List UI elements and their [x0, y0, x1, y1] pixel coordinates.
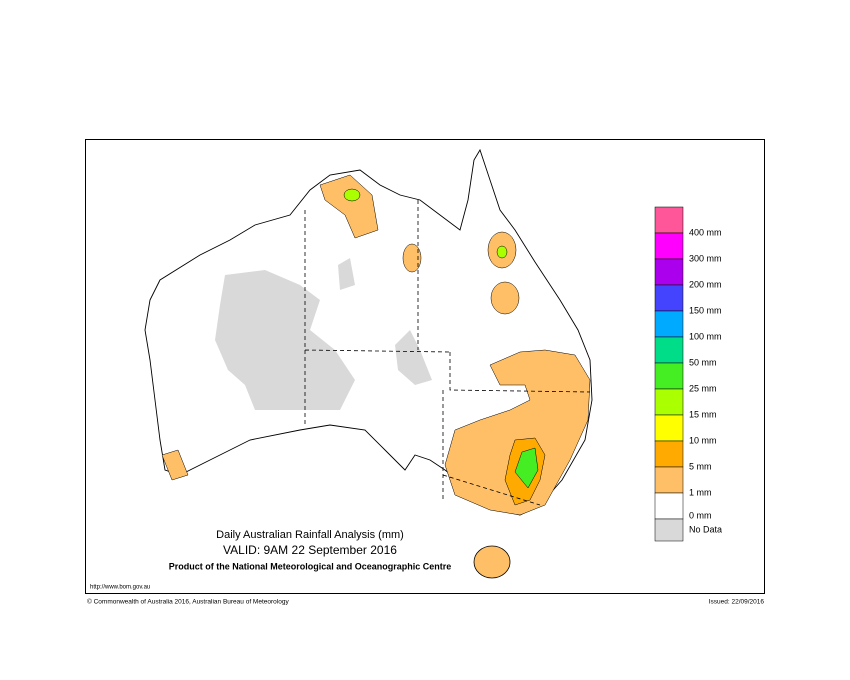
tasmania — [473, 545, 511, 579]
legend-swatch — [654, 466, 684, 494]
legend-label: 0 mm — [689, 510, 712, 520]
legend-label: 300 mm — [689, 253, 722, 263]
map-title: Daily Australian Rainfall Analysis (mm) — [216, 529, 404, 541]
legend-label: 1 mm — [689, 487, 712, 497]
rain-area — [514, 447, 539, 489]
legend-swatch — [654, 440, 684, 468]
legend-label: 150 mm — [689, 305, 722, 315]
rain-area — [161, 449, 189, 481]
legend-swatch — [654, 258, 684, 286]
valid-time: VALID: 9AM 22 September 2016 — [223, 543, 397, 557]
issued-date: Issued: 22/09/2016 — [709, 599, 765, 606]
legend-label: 25 mm — [689, 383, 717, 393]
no-data-area — [395, 330, 432, 385]
legend-label: 100 mm — [689, 331, 722, 341]
product-note: Product of the National Meteorological a… — [169, 561, 452, 571]
rain-area — [496, 245, 508, 259]
no-data-area — [215, 270, 355, 410]
legend-swatch — [654, 310, 684, 338]
legend-label: 200 mm — [689, 279, 722, 289]
legend-label: 15 mm — [689, 409, 717, 419]
legend-swatch — [654, 492, 684, 520]
legend-swatch — [654, 232, 684, 260]
rain-area — [490, 281, 520, 315]
legend-label: 10 mm — [689, 435, 717, 445]
rain-area — [402, 243, 422, 273]
legend-swatch — [654, 284, 684, 312]
legend-label: No Data — [689, 524, 722, 534]
legend-swatch — [654, 336, 684, 364]
map-frame — [85, 139, 765, 594]
legend-swatch — [654, 414, 684, 442]
legend-label: 50 mm — [689, 357, 717, 367]
legend-label: 5 mm — [689, 461, 712, 471]
url: http://www.bom.gov.au — [90, 585, 150, 591]
rain-area — [319, 174, 379, 239]
rain-area — [343, 188, 361, 202]
legend: 400 mm 300 mm 200 mm 150 mm 100 mm 50 mm 25 mm… — [654, 206, 722, 542]
legend-swatch — [654, 518, 684, 542]
state-borders — [304, 200, 591, 506]
legend-label: 400 mm — [689, 227, 722, 237]
legend-swatch — [654, 362, 684, 390]
legend-swatch — [654, 388, 684, 416]
copyright: © Commonwealth of Australia 2016, Austra… — [87, 598, 289, 606]
legend-swatch — [654, 206, 684, 234]
no-data-area — [338, 258, 355, 290]
